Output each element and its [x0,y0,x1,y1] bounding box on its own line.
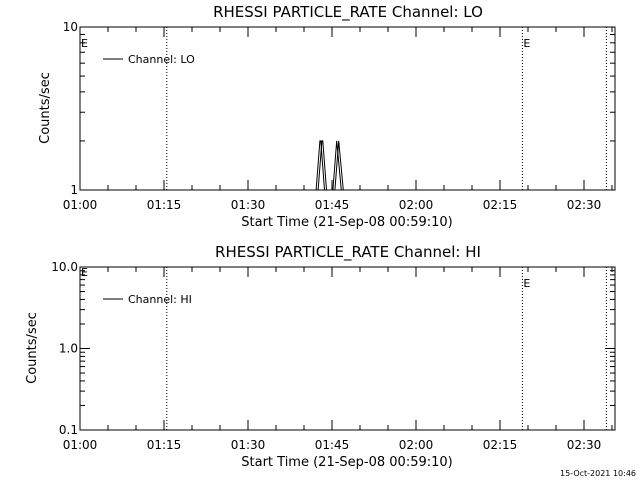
y-tick-label: 1.0 [59,342,78,356]
series-line-shadow [317,140,344,191]
x-tick-label: 01:00 [63,438,98,452]
markers-hi: E [166,267,607,430]
y-axis-label-lo: Counts/sec [38,72,53,144]
x-tick-label: 01:45 [315,438,350,452]
panel-lo: RHESSI PARTICLE_RATE Channel: LO 1 10 01:… [38,3,616,230]
x-tick-label: 02:30 [567,438,602,452]
y-tick-label: 10.0 [51,260,78,274]
left-marker-label-hi: E [81,266,88,279]
plot-frame-lo [79,26,616,191]
y-tick-label: 10 [63,20,78,34]
x-axis-label-lo: Start Time (21-Sep-08 00:59:10) [241,215,452,230]
x-tick-label: 02:15 [483,198,518,212]
series-lo [315,140,344,191]
x-tick-label: 01:15 [147,438,182,452]
marker-label: E [523,277,530,290]
x-axis-hi: 01:00 01:15 01:30 01:45 02:00 02:15 02:30 [63,267,613,452]
x-axis-lo: 01:00 01:15 01:30 01:45 02:00 02:15 02:30 [63,27,613,212]
legend-entry-lo: Channel: LO [128,53,195,66]
panel-hi: RHESSI PARTICLE_RATE Channel: HI 0.1 1.0 1… [25,243,616,470]
x-tick-label: 01:45 [315,198,350,212]
x-tick-label: 01:30 [231,438,266,452]
markers-lo: E [166,27,607,190]
y-axis-label-hi: Counts/sec [25,312,40,384]
y-tick-label: 0.1 [59,423,78,437]
timestamp: 15-Oct-2021 10:46 [560,469,636,478]
y-tick-label: 1 [70,183,78,197]
x-tick-label: 02:00 [399,438,434,452]
x-tick-label: 01:00 [63,198,98,212]
x-tick-label: 02:00 [399,198,434,212]
legend-entry-hi: Channel: HI [128,293,192,306]
marker-label: E [523,37,530,50]
x-axis-label-hi: Start Time (21-Sep-08 00:59:10) [241,455,452,470]
x-tick-label: 01:15 [147,198,182,212]
chart-title-hi: RHESSI PARTICLE_RATE Channel: HI [215,243,481,262]
x-tick-label: 01:30 [231,198,266,212]
y-axis-hi: 0.1 1.0 10.0 [51,260,615,437]
x-tick-label: 02:30 [567,198,602,212]
chart-title-lo: RHESSI PARTICLE_RATE Channel: LO [213,3,483,22]
plot-frame-hi [79,266,616,431]
left-marker-label-lo: E [81,37,88,50]
y-axis-lo: 1 10 [63,20,615,197]
x-tick-label: 02:15 [483,438,518,452]
